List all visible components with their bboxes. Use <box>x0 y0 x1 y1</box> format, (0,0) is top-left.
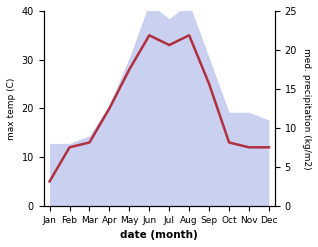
X-axis label: date (month): date (month) <box>121 230 198 240</box>
Y-axis label: med. precipitation (kg/m2): med. precipitation (kg/m2) <box>302 48 311 169</box>
Y-axis label: max temp (C): max temp (C) <box>7 77 16 140</box>
